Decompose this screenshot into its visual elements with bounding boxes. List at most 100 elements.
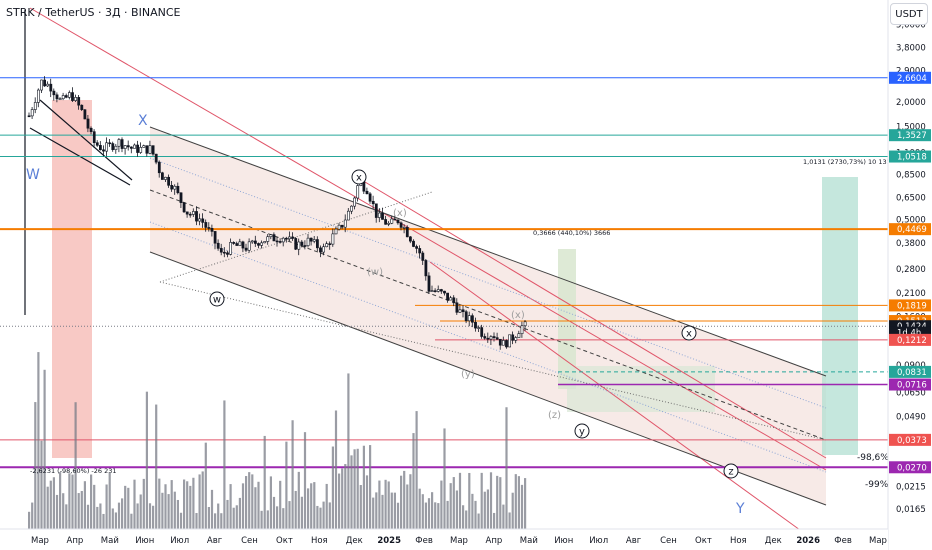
candle-body [427, 275, 431, 292]
volume-bar [217, 503, 220, 529]
y-tick-label: 0,0650 [896, 389, 926, 399]
x-tick-label: Июл [170, 536, 189, 546]
volume-bar [300, 496, 303, 529]
x-tick-label: Май [101, 536, 119, 546]
x-tick-label: Май [520, 536, 538, 546]
price-label: 1d 4h [897, 329, 921, 339]
candle-body [464, 311, 468, 322]
y-tick-label: 0,8500 [896, 171, 926, 181]
price-label: 2,6604 [897, 74, 927, 84]
volume-bar [145, 391, 148, 529]
candle-body [185, 211, 189, 215]
candle-body [402, 227, 406, 229]
x-tick-label: Окт [276, 536, 293, 546]
volume-bar [155, 404, 158, 529]
candle-body [241, 241, 245, 249]
volume-bar [434, 502, 437, 529]
volume-bar [124, 485, 127, 529]
pct-label-98-6: -98,6% [857, 453, 889, 463]
x-tick-label: Окт [695, 536, 712, 546]
target-zone-long [822, 177, 858, 455]
wave-label-y-circle [574, 423, 590, 439]
candle-body [505, 340, 508, 348]
candle-body [511, 334, 515, 341]
pct-label-99: -99% [865, 480, 889, 490]
channel-quarter-upper [149, 157, 827, 409]
candle-body [213, 231, 217, 244]
volume-bar [294, 490, 297, 529]
candle-body [148, 145, 152, 154]
volume-bar [102, 513, 105, 529]
candle-body [483, 336, 487, 339]
candle-body [226, 252, 229, 255]
volume-bar [62, 493, 65, 529]
candle-body [219, 248, 223, 253]
volume-bar [514, 474, 517, 529]
candle-body [458, 309, 462, 313]
volume-bar [142, 478, 145, 529]
volume-bar [409, 474, 412, 529]
candle-body [176, 185, 180, 194]
volume-bar [440, 480, 443, 529]
candle-body [306, 237, 310, 246]
x-tick-label: Фев [415, 536, 433, 546]
candle-body [340, 224, 344, 228]
volume-bar [365, 475, 369, 529]
volume-bar [493, 512, 496, 529]
volume-bar [468, 472, 471, 529]
candle-body [433, 290, 437, 292]
candle-body [154, 153, 158, 163]
price-label: 0,4469 [897, 225, 927, 235]
price-label-box [889, 333, 931, 346]
volume-bar [285, 441, 288, 529]
y-tick-label: 0,0215 [896, 483, 926, 493]
volume-bar [257, 481, 260, 529]
volume-bar [390, 492, 393, 529]
candle-body [260, 242, 264, 246]
candle-body [126, 145, 130, 148]
volume-bar [384, 479, 387, 529]
volume-bar [406, 484, 409, 529]
candle-body [396, 219, 400, 224]
candle-body [58, 98, 62, 101]
price-label-box [889, 433, 931, 446]
volume-bar [167, 494, 170, 529]
candle-body [173, 185, 177, 190]
volume-bar [80, 490, 83, 529]
volume-bar [520, 484, 524, 529]
x-tick-label: Мар [450, 536, 468, 546]
trendline-red-1 [29, 7, 827, 471]
candle-body [374, 203, 378, 218]
x-tick-label: Авг [626, 536, 642, 546]
price-label: 0,0716 [897, 381, 927, 391]
volume-bar [427, 498, 431, 529]
candle-body [303, 245, 307, 247]
wave-label-w: w [213, 295, 221, 306]
currency-unit-button[interactable]: USDT [890, 3, 928, 25]
volume-bar [65, 504, 68, 529]
candle-body [232, 242, 236, 244]
volume-bar [232, 507, 235, 529]
candle-body [408, 236, 412, 242]
candle-body [449, 297, 453, 301]
volume-bar [477, 513, 480, 529]
x-tick-label: Июн [135, 536, 154, 546]
candle-body [133, 144, 136, 149]
volume-bar [328, 502, 331, 529]
candle-body [371, 200, 375, 205]
volume-bar [424, 502, 427, 529]
y-tick-label: 0,2800 [896, 265, 926, 275]
volume-bar [471, 493, 474, 529]
candle-body [257, 243, 260, 246]
candle-body [489, 336, 493, 340]
volume-bar [502, 504, 505, 529]
volume-bar [372, 497, 375, 529]
volume-bar [517, 476, 520, 529]
volume-bar [229, 484, 232, 529]
candle-body [204, 222, 208, 228]
candle-body [368, 193, 372, 202]
candle-body [92, 131, 96, 144]
candle-body [346, 210, 350, 221]
volume-bar [117, 502, 121, 529]
